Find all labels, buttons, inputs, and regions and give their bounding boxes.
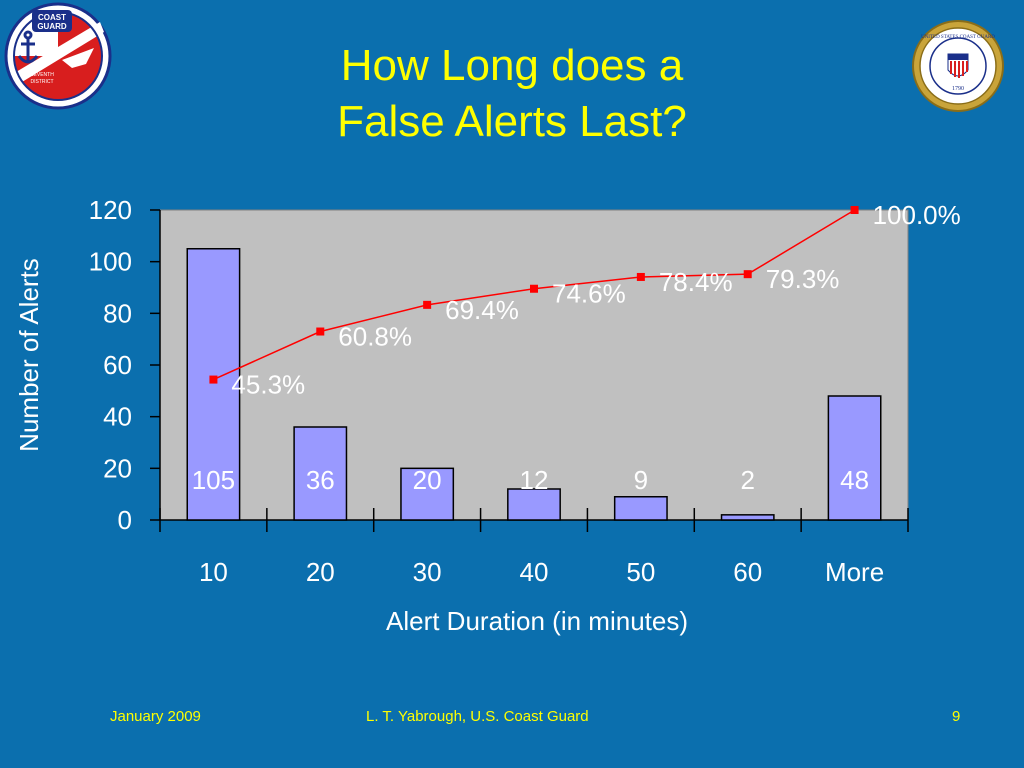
slide-title-line1: How Long does a — [340, 41, 684, 90]
cumulative-percent-label: 78.4% — [659, 267, 733, 297]
bar — [827, 395, 882, 521]
cumulative-point — [209, 375, 218, 384]
cumulative-percent-label: 60.8% — [338, 322, 412, 352]
bar-value-label: 9 — [634, 465, 648, 495]
bar — [720, 514, 775, 521]
cumulative-percent-label: 45.3% — [231, 370, 305, 400]
slide-title: How Long does a False Alerts Last? — [180, 38, 844, 150]
y-tick-label: 0 — [118, 505, 132, 535]
x-tick-label: 10 — [199, 557, 228, 587]
bar-value-label: 105 — [192, 465, 235, 495]
y-tick-label: 100 — [89, 247, 132, 277]
y-tick-label: 60 — [103, 350, 132, 380]
bar — [400, 467, 455, 521]
x-tick-label: More — [825, 557, 884, 587]
cumulative-point — [636, 272, 645, 281]
cumulative-percent-label: 69.4% — [445, 295, 519, 325]
y-axis-label: Number of Alerts — [14, 258, 44, 452]
bar-value-label: 36 — [306, 465, 335, 495]
coast-guard-seal: UNITED STATES COAST GUARD 1790 — [912, 20, 1004, 112]
seal-year: 1790 — [952, 86, 964, 92]
footer-page-number: 9 — [952, 708, 961, 725]
bar — [613, 496, 668, 521]
logo-seventh-text: SEVENTH — [30, 72, 54, 78]
cumulative-percent-label: 100.0% — [873, 200, 961, 230]
logo-district-text: DISTRICT — [30, 79, 53, 85]
footer-author: L. T. Yabrough, U.S. Coast Guard — [366, 708, 589, 725]
alert-duration-chart: 0 20 40 60 80 100 120 105 36 20 12 9 2 48 10 20 30 40 50 60… — [89, 195, 961, 636]
plot-area — [159, 209, 909, 521]
cumulative-point — [850, 206, 859, 214]
slide-title-line2: False Alerts Last? — [337, 97, 687, 146]
anchor-icon — [17, 30, 39, 64]
x-tick-label: 20 — [306, 557, 335, 587]
logo-coast-text: COAST — [38, 13, 66, 22]
bar-value-label: 48 — [840, 465, 869, 495]
bar-value-label: 2 — [740, 465, 754, 495]
coast-guard-district-logo: COAST GUARD SEVENTH DISTRICT — [4, 2, 112, 110]
x-tick-label: 40 — [520, 557, 549, 587]
y-tick-label: 40 — [103, 402, 132, 432]
cumulative-percent-label: 74.6% — [552, 279, 626, 309]
cumulative-point — [423, 300, 432, 309]
y-tick-label: 20 — [103, 453, 132, 483]
y-tick-label: 120 — [89, 195, 132, 225]
footer-date: January 2009 — [110, 708, 201, 725]
cumulative-point — [530, 284, 538, 293]
x-axis-label: Alert Duration (in minutes) — [386, 606, 688, 636]
logo-guard-text: GUARD — [37, 22, 67, 31]
bar-value-label: 12 — [520, 465, 549, 495]
bar — [186, 248, 241, 521]
cumulative-point — [743, 270, 752, 279]
bar — [507, 488, 561, 521]
cumulative-point — [316, 327, 325, 336]
bar — [293, 426, 348, 521]
bar-value-label: 20 — [413, 465, 442, 495]
x-tick-label: 30 — [413, 557, 442, 587]
cumulative-percent-label: 79.3% — [766, 264, 840, 294]
seal-text: UNITED STATES COAST GUARD — [921, 35, 995, 40]
x-tick-label: 50 — [626, 557, 655, 587]
y-tick-label: 80 — [103, 298, 132, 328]
x-tick-label: 60 — [733, 557, 762, 587]
